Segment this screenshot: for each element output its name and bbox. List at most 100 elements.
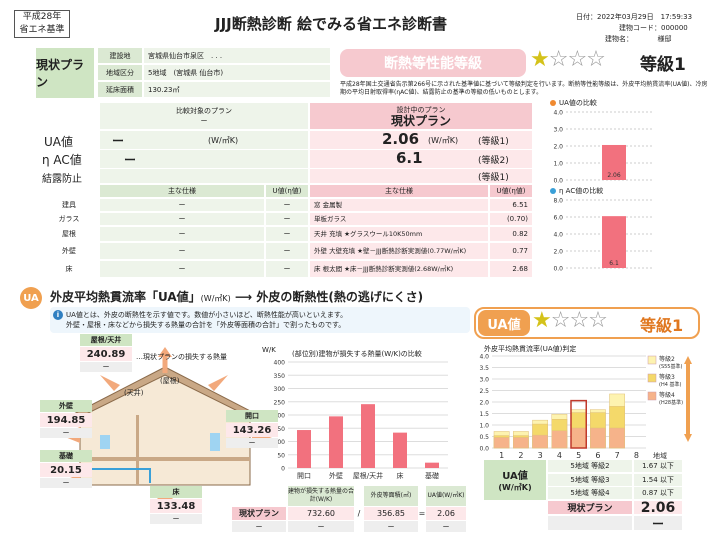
ua-info-line2: 外壁・屋根・床などから損失する熱量の合計を「外皮等面積の合計」で割ったものです。 [66, 321, 346, 329]
ua-judge-chart: 4.0 3.5 3.0 2.5 2.0 1.5 1.0 0.5 0.0 1 2 3 4 5 6 7 8 地域 等級2… [479, 354, 692, 460]
ua-table-val-0: 1.67 以下 [634, 460, 682, 472]
compare-left-unit-0: (W/㎡K) [208, 136, 239, 145]
compare-left-val-0: ー [112, 134, 125, 148]
plan-label: 現状プラン [36, 48, 94, 98]
ua-table-key-0: 5地域 等級2 [548, 460, 632, 472]
ua-badge: UA [20, 287, 42, 309]
chart2-legend-label: 等級2 [659, 355, 675, 363]
window-left [100, 435, 110, 449]
compare-row-label-2: 結露防止 [42, 174, 82, 185]
spec-head-right: 主な仕様 [310, 185, 488, 197]
ua-calc-v2: 356.85 [364, 507, 418, 520]
building-name: 建物名： 様邸 [605, 35, 672, 43]
chart1-bar [297, 430, 311, 468]
heat-item-sub-0: ー [80, 362, 132, 372]
spec-left-u-0: ー [266, 199, 308, 211]
spec-right-4: 床 根太間 ★床－JJJ断熱診断実測値(2.68W/㎡K) [310, 261, 488, 277]
chart2-tick-label: 1.5 [479, 411, 489, 418]
performance-title: 断熱等性能等級 [340, 49, 526, 77]
chart2-scale-bar [686, 364, 690, 434]
chart1-cat-label: 床 [397, 471, 404, 480]
window-right [210, 433, 220, 451]
arrow-roof-head-icon [158, 347, 172, 357]
ua-calc-op2: = [418, 509, 426, 518]
compare-row-label-0: UA値 [44, 135, 73, 149]
heat-chart-title: (部位別)建物が損失する熱量(W/K)の比較 [292, 350, 422, 358]
heat-item-name-4: 床 [150, 486, 202, 498]
chart2-tick-label: 0.5 [479, 434, 489, 441]
compare-left-cell-2 [100, 169, 308, 183]
spec-part-4: 床 [65, 265, 73, 273]
chart2-bar [513, 437, 529, 449]
heat-item-sub-2: ー [40, 478, 92, 488]
chart1-tick-label: 350 [274, 373, 286, 380]
ua-heading-unit: (W/㎡K) [200, 294, 231, 303]
heat-item-value-1: 194.85 [40, 413, 92, 427]
chart2-tick-label: 0.0 [479, 446, 489, 453]
performance-stars: ★☆☆☆ [530, 47, 606, 72]
floor-loss-line [90, 468, 151, 483]
house-label-roof: (屋根) [160, 377, 180, 385]
chart1-tick-label: 100 [274, 439, 286, 446]
chart1-bar [329, 416, 343, 468]
mini-tick-label: 2.0 [553, 249, 563, 256]
info-icon: i [53, 310, 63, 320]
compare-grade-0: (等級1) [478, 137, 509, 147]
spec-head-left: 主な仕様 [100, 185, 264, 197]
chart2-legend-sub: (S55基準) [659, 363, 682, 370]
arrow-left-up-icon [100, 375, 120, 391]
mini-tick-label: 0.0 [553, 178, 563, 185]
chart2-legend-sub: (H28基準) [659, 399, 683, 406]
heat-chart-ylabel: W/K [262, 346, 276, 354]
ua-calc-sub-v3: ー [426, 521, 466, 532]
ua-table-val-1: 1.54 以下 [634, 473, 682, 486]
chart2-tick-label: 4.0 [479, 354, 489, 361]
chart2-bar [493, 437, 510, 449]
ua-calc-sub-v2: ー [364, 521, 418, 532]
performance-note: 平成28年国土交通省告示第266号に示された基準値に基づいて等級判定を行います。… [340, 81, 708, 96]
spec-part-1: ガラス [58, 215, 80, 223]
compare-grade-2: (等級1) [478, 173, 509, 183]
compare-right-head-sub: 設計中のプラン [396, 106, 446, 114]
chart2-cat-label: 1 [499, 451, 504, 460]
chart1-cat-label: 外壁 [329, 471, 343, 480]
compare-left-head: 比較対象のプラン ー [100, 103, 308, 129]
plan-value-0: 宮城県仙台市泉区 . . . [144, 48, 330, 63]
chart1-bar [361, 404, 375, 468]
heat-item-sub-4: ー [150, 514, 202, 524]
compare-grade-1: (等級2) [478, 156, 509, 166]
mini-tick-label: 1.0 [553, 161, 563, 168]
chart2-cat-label: 2 [518, 451, 523, 460]
star-filled-icon: ★ [532, 308, 552, 333]
chart1-bar [393, 432, 407, 468]
spec-head-left-u: U値(η値) [266, 185, 308, 197]
house-label-ceiling: (天井) [124, 389, 144, 397]
heat-item-value-3: 143.26 [226, 423, 278, 437]
compare-right-cell-1 [310, 150, 532, 168]
plan-key-1: 地域区分 [98, 65, 142, 80]
ua-calc-col2: 外皮等面積(㎡) [364, 486, 418, 506]
mini-tick-label: 4.0 [553, 110, 563, 117]
mini-bar [602, 144, 626, 180]
chart2-legend-swatch [647, 391, 657, 401]
building-code: 建物コード：000000 [619, 24, 688, 32]
spec-right-u-1: (0.70) [490, 213, 532, 225]
chart2-tick-label: 3.0 [479, 377, 489, 384]
compare-left-head-sub: ー [200, 117, 208, 125]
mini-tick-label: 4.0 [553, 232, 563, 239]
compare-left-val-1: ー [124, 153, 137, 167]
mini-chart-1: 8.0 6.0 4.0 2.0 0.0 6.1 [553, 198, 652, 273]
spec-left-3: ー [100, 243, 264, 259]
mini-chart-dot-1 [550, 188, 556, 194]
ua-table-val-2: 0.87 以下 [634, 487, 682, 499]
spec-right-0: 窓 金属製 [310, 199, 488, 211]
ua-table-current-label: 現状プラン [548, 501, 632, 514]
spec-right-u-4: 2.68 [490, 261, 532, 277]
plan-key-2: 延床面積 [98, 82, 142, 97]
ua-calc-label: 現状プラン [232, 507, 286, 520]
mini-tick-label: 3.0 [553, 127, 563, 134]
spec-left-u-3: ー [266, 243, 308, 259]
chart2-xlabel: 地域 [653, 451, 667, 460]
spec-left-0: ー [100, 199, 264, 211]
mini-bar-label: 6.1 [609, 260, 619, 267]
